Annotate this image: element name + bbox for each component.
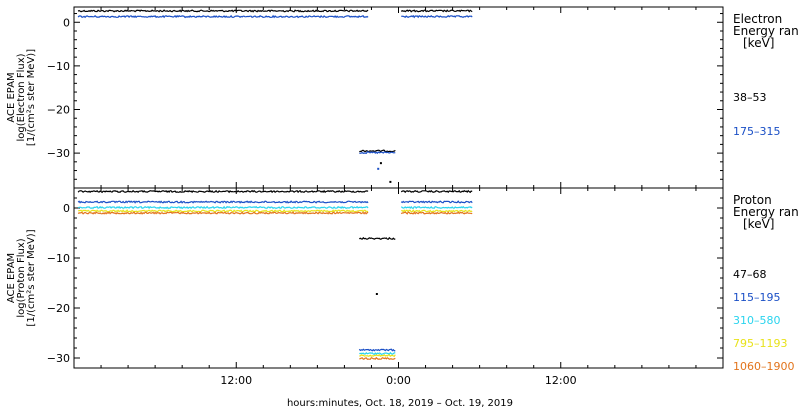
data-series — [77, 9, 473, 183]
x-tick-label: 12:00 — [545, 374, 577, 387]
data-point — [377, 167, 380, 170]
data-point — [379, 162, 382, 165]
y-tick-label: −20 — [47, 103, 70, 116]
legend-item: 38–53 — [733, 91, 767, 104]
data-series — [77, 189, 473, 295]
time-axis: 12:00 0:00 12:00 — [220, 374, 576, 387]
legend-item: 47–68 — [733, 268, 767, 281]
legend-title: Energy ran — [733, 24, 799, 38]
data-trace — [77, 205, 369, 210]
data-trace — [77, 200, 369, 204]
data-trace — [77, 14, 369, 19]
data-point — [389, 180, 392, 183]
data-trace — [77, 209, 369, 213]
data-series — [77, 14, 473, 170]
legend-item: 795–1193 — [733, 337, 788, 350]
y-axis-label: log(Electron Flux) — [16, 53, 27, 141]
data-series — [77, 211, 473, 360]
data-trace — [359, 149, 396, 153]
legend-title: Electron — [733, 12, 782, 26]
data-trace — [400, 9, 473, 13]
x-axis-label: hours:minutes, Oct. 18, 2019 – Oct. 19, … — [287, 398, 513, 409]
data-trace — [77, 189, 369, 194]
data-trace — [358, 236, 396, 240]
data-trace — [400, 200, 473, 204]
data-point — [375, 293, 378, 295]
y-axis-label: [1/(cm²s ster MeV)] — [26, 229, 37, 326]
legend-item: 115–195 — [733, 291, 781, 304]
y-axis-label: log(Proton Flux) — [16, 238, 27, 317]
data-trace — [77, 9, 369, 13]
data-series — [77, 200, 473, 352]
y-tick-label: −10 — [47, 252, 70, 265]
data-trace — [401, 14, 473, 19]
proton-flux-panel: 0 −10 −20 −30 ACE EPAM log(Proton Flux) [1/(cm… — [6, 187, 799, 373]
y-axis-label: [1/(cm²s ster MeV)] — [26, 49, 37, 146]
legend-item: 310–580 — [733, 314, 781, 327]
y-tick-label: −30 — [47, 147, 70, 160]
plot-frame — [73, 187, 724, 369]
data-trace — [400, 211, 473, 215]
data-series — [77, 205, 473, 356]
y-axis-label: ACE EPAM — [6, 253, 17, 303]
data-trace — [359, 353, 396, 358]
data-trace — [400, 189, 473, 194]
data-trace — [359, 151, 396, 155]
x-tick-label: 12:00 — [220, 374, 252, 387]
y-tick-label: −20 — [47, 302, 70, 315]
x-tick-label: 0:00 — [386, 374, 411, 387]
data-trace — [77, 211, 369, 215]
electron-flux-panel: 0 −10 −20 −30 ACE EPAM log(Electron Flux) [1/(… — [6, 6, 799, 189]
data-trace — [400, 205, 473, 210]
y-tick-label: −30 — [47, 352, 70, 365]
legend-title: [keV] — [743, 36, 774, 50]
legend-title: Energy ran — [733, 205, 799, 219]
data-series — [77, 209, 473, 358]
legend-item: 1060–1900 — [733, 360, 795, 373]
legend-item: 175–315 — [733, 125, 781, 138]
y-axis-label: ACE EPAM — [6, 72, 17, 122]
legend-title: [keV] — [743, 217, 774, 231]
plot-frame — [73, 6, 724, 189]
data-trace — [358, 348, 396, 352]
y-tick-label: 0 — [63, 202, 70, 215]
legend-title: Proton — [733, 193, 772, 207]
y-tick-label: 0 — [63, 16, 70, 29]
y-tick-label: −10 — [47, 60, 70, 73]
data-trace — [359, 356, 396, 360]
data-trace — [359, 351, 396, 356]
data-trace — [401, 209, 473, 213]
